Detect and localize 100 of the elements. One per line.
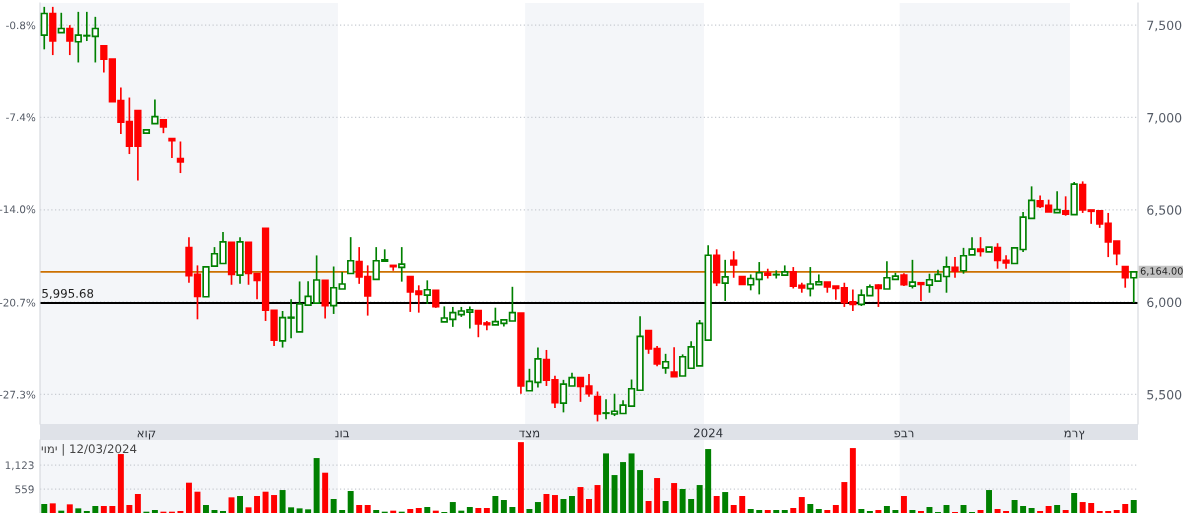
candlestick (593, 390, 602, 423)
bar (671, 483, 678, 513)
candlestick (976, 236, 985, 258)
candlestick (423, 279, 431, 305)
bar (347, 491, 354, 513)
bar (475, 508, 482, 513)
bar (781, 510, 788, 513)
bar (730, 505, 737, 513)
bar (254, 496, 261, 513)
bar (662, 501, 669, 513)
bar (909, 510, 916, 513)
bar (790, 508, 797, 513)
bar (449, 502, 456, 513)
bar (858, 508, 865, 513)
bar (875, 510, 882, 513)
annotation: יומי | 12/03/2024 (41, 444, 137, 456)
bar (696, 485, 703, 513)
bar (407, 508, 414, 513)
candlestick (100, 45, 108, 74)
bar (66, 504, 73, 513)
candlestick (661, 352, 670, 375)
bar (1011, 500, 1018, 513)
bar (798, 497, 805, 513)
x-tick-label: 2024 (694, 428, 723, 438)
bar (75, 508, 82, 513)
bar (288, 507, 295, 513)
candlestick (168, 137, 176, 159)
candlestick (1053, 190, 1061, 214)
bar (994, 508, 1001, 513)
bar (126, 505, 133, 513)
bar (611, 475, 618, 513)
bar (551, 495, 558, 513)
y2-tick-label: -14.0% (0, 205, 36, 214)
bar (645, 501, 652, 513)
bar (756, 510, 763, 513)
y2-tick-label: -0.8% (6, 21, 36, 30)
bar (364, 505, 371, 513)
x-tick-label: אוק (137, 430, 156, 440)
bar (764, 510, 771, 513)
candlestick (398, 246, 406, 283)
bar (177, 510, 184, 513)
bar (483, 508, 490, 513)
bar (1028, 508, 1035, 513)
bar (1054, 505, 1061, 513)
bar (245, 507, 252, 513)
bar (237, 496, 243, 513)
candlestick (755, 261, 763, 296)
candlestick (57, 11, 65, 34)
bar (1045, 506, 1052, 513)
bar (262, 491, 269, 513)
bar (313, 458, 320, 513)
bar (220, 510, 226, 513)
candlestick (347, 236, 355, 275)
y2-tick-label: -20.7% (0, 298, 36, 307)
bar (1130, 500, 1137, 513)
y-tick-label: 7,000 (1147, 112, 1182, 124)
bar (356, 505, 363, 513)
x-tick-label: פבר (894, 430, 914, 438)
x-tick-label: דצמ (519, 430, 540, 438)
bar (92, 506, 99, 513)
bar (1113, 510, 1120, 513)
candlestick (721, 259, 729, 302)
y-tick-label: 5,500 (1147, 389, 1182, 401)
y-tick-label: 6,000 (1147, 297, 1182, 309)
bar (1105, 510, 1112, 513)
bar (900, 496, 907, 513)
bar (892, 510, 899, 513)
bar (1037, 510, 1044, 513)
ref-line-label: 6,164.00 (1140, 267, 1183, 276)
bar (509, 507, 516, 513)
y2-tick-label: -7.4% (6, 113, 36, 122)
bar (151, 510, 158, 513)
candlestick (908, 259, 917, 290)
bar (492, 496, 499, 513)
bar (747, 508, 754, 513)
candlestick (1062, 195, 1070, 217)
bar (330, 499, 337, 513)
bar (100, 506, 107, 513)
bar (849, 448, 856, 513)
bar (1079, 502, 1086, 513)
y-tick-label: 6,500 (1147, 205, 1182, 217)
bar (1071, 493, 1078, 513)
bar (322, 472, 329, 513)
bar (807, 503, 814, 513)
bar (586, 499, 592, 513)
bar (1003, 510, 1010, 513)
bar (49, 503, 56, 513)
bar (415, 508, 422, 513)
bar (569, 496, 575, 513)
bar (688, 499, 695, 513)
bar (543, 494, 550, 513)
bar (1122, 503, 1129, 513)
candlestick (91, 16, 99, 64)
ref-line-label: 5,995.68 (42, 288, 94, 300)
bar (185, 482, 192, 513)
y-tick-label: 1,123 (5, 461, 34, 471)
bar (637, 470, 644, 513)
bar (841, 482, 848, 513)
bar (832, 505, 839, 513)
candlestick (1121, 265, 1129, 289)
